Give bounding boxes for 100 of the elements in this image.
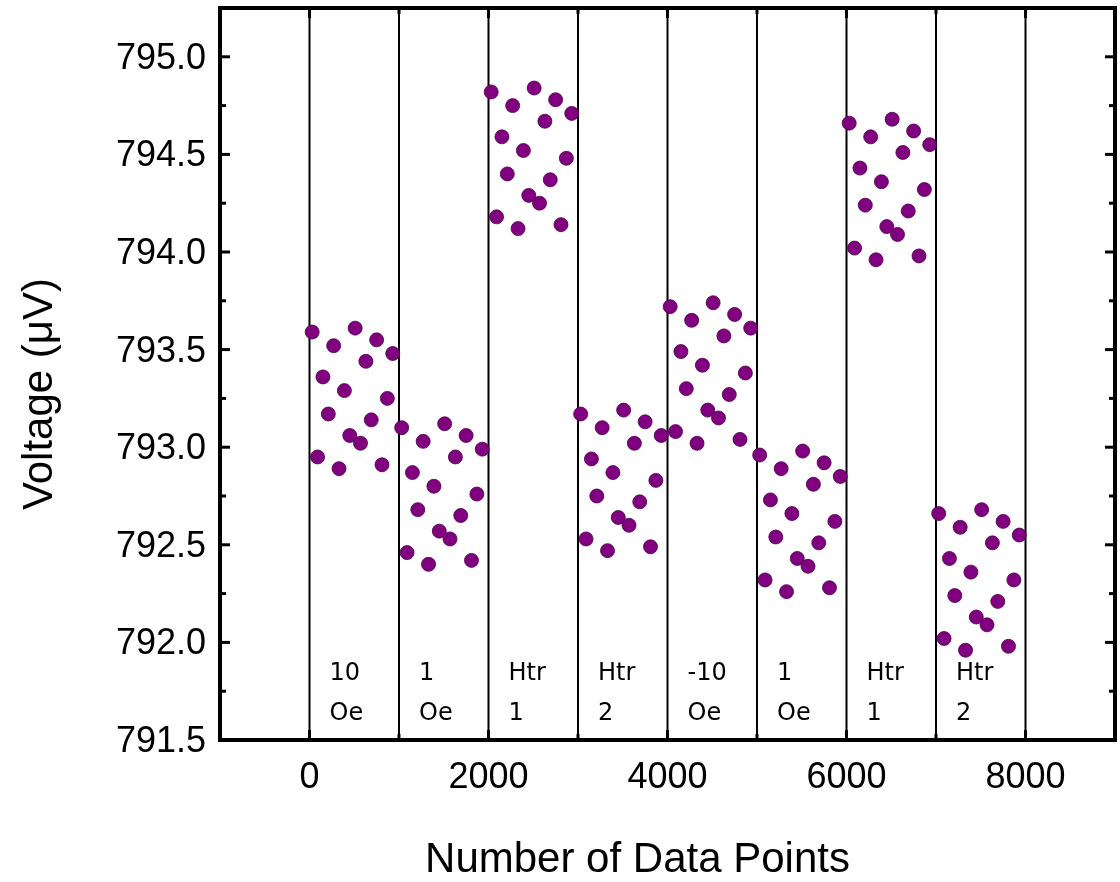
point — [1001, 638, 1016, 654]
point — [584, 451, 599, 467]
point — [494, 129, 510, 145]
point — [689, 435, 705, 451]
point — [353, 435, 368, 451]
point — [437, 416, 453, 432]
point — [895, 145, 911, 160]
point — [705, 295, 721, 311]
point — [542, 172, 558, 188]
y-tick-label: 792.5 — [115, 523, 206, 565]
point — [626, 435, 642, 451]
point — [442, 531, 458, 547]
point — [648, 473, 664, 488]
point — [573, 406, 589, 422]
point — [1011, 527, 1027, 543]
point — [379, 391, 395, 406]
y-tick-label: 791.5 — [115, 719, 206, 760]
point — [421, 556, 436, 572]
point — [347, 320, 363, 336]
point — [600, 543, 615, 559]
point — [553, 217, 569, 233]
point — [752, 447, 768, 463]
point — [990, 594, 1006, 609]
point — [637, 414, 653, 430]
y-tick-label: 792.0 — [115, 621, 206, 663]
y-tick-label: 795.0 — [115, 35, 206, 77]
point — [510, 221, 526, 236]
point — [757, 572, 773, 588]
point — [811, 535, 827, 551]
point — [874, 174, 889, 190]
point — [426, 478, 442, 494]
point — [695, 357, 710, 373]
point — [721, 387, 737, 402]
point — [532, 195, 547, 211]
point — [942, 551, 957, 566]
x-tick-label: 0 — [299, 755, 320, 796]
point — [632, 494, 648, 510]
y-axis-title: Voltage (μV) — [14, 278, 61, 510]
point — [489, 209, 504, 225]
point — [589, 488, 605, 504]
point — [505, 98, 521, 113]
point — [958, 642, 973, 658]
point — [822, 580, 837, 596]
point — [868, 252, 884, 268]
annotation: Htr 1 — [508, 658, 546, 726]
point — [916, 182, 932, 197]
point — [911, 248, 927, 264]
point — [304, 324, 320, 340]
point — [616, 402, 632, 418]
point — [884, 111, 900, 127]
point — [857, 197, 873, 213]
x-tick-label: 2000 — [448, 755, 529, 796]
point — [385, 346, 401, 361]
point — [906, 123, 922, 139]
point — [784, 506, 800, 521]
point — [711, 410, 726, 426]
point — [564, 106, 580, 121]
point — [732, 432, 748, 447]
point — [668, 424, 683, 439]
point — [947, 588, 963, 603]
point — [394, 420, 410, 436]
point — [995, 513, 1011, 529]
y-tick-label: 793.0 — [115, 426, 206, 468]
point — [768, 529, 784, 545]
annotation: -10 Oe — [687, 658, 727, 726]
point — [678, 381, 694, 397]
point — [779, 584, 794, 600]
x-tick-label: 8000 — [985, 755, 1066, 796]
point — [936, 631, 952, 646]
point — [684, 312, 700, 328]
x-tick-label: 4000 — [627, 755, 708, 796]
point — [789, 551, 805, 566]
point — [447, 449, 463, 465]
point — [643, 539, 658, 555]
point — [526, 80, 542, 96]
point — [516, 143, 531, 158]
annotation: 1 Oe — [419, 658, 453, 726]
point — [363, 412, 379, 428]
annotation: Htr 1 — [866, 658, 904, 726]
point — [773, 461, 789, 477]
point — [431, 523, 447, 539]
point — [578, 531, 594, 547]
point — [464, 553, 479, 568]
annotation: Htr 2 — [598, 658, 636, 726]
point — [968, 609, 984, 625]
point — [1006, 572, 1022, 588]
point — [737, 365, 753, 381]
point — [320, 406, 336, 422]
point — [469, 486, 485, 502]
point — [405, 465, 420, 480]
point — [399, 545, 415, 560]
point — [800, 558, 816, 574]
y-tick-label: 794.0 — [115, 231, 206, 272]
point — [558, 150, 574, 166]
point — [673, 344, 689, 359]
point — [963, 564, 979, 580]
point — [841, 115, 857, 131]
point — [700, 402, 716, 418]
annotation: 10 Oe — [329, 658, 364, 726]
y-tick-label: 794.5 — [115, 133, 206, 175]
